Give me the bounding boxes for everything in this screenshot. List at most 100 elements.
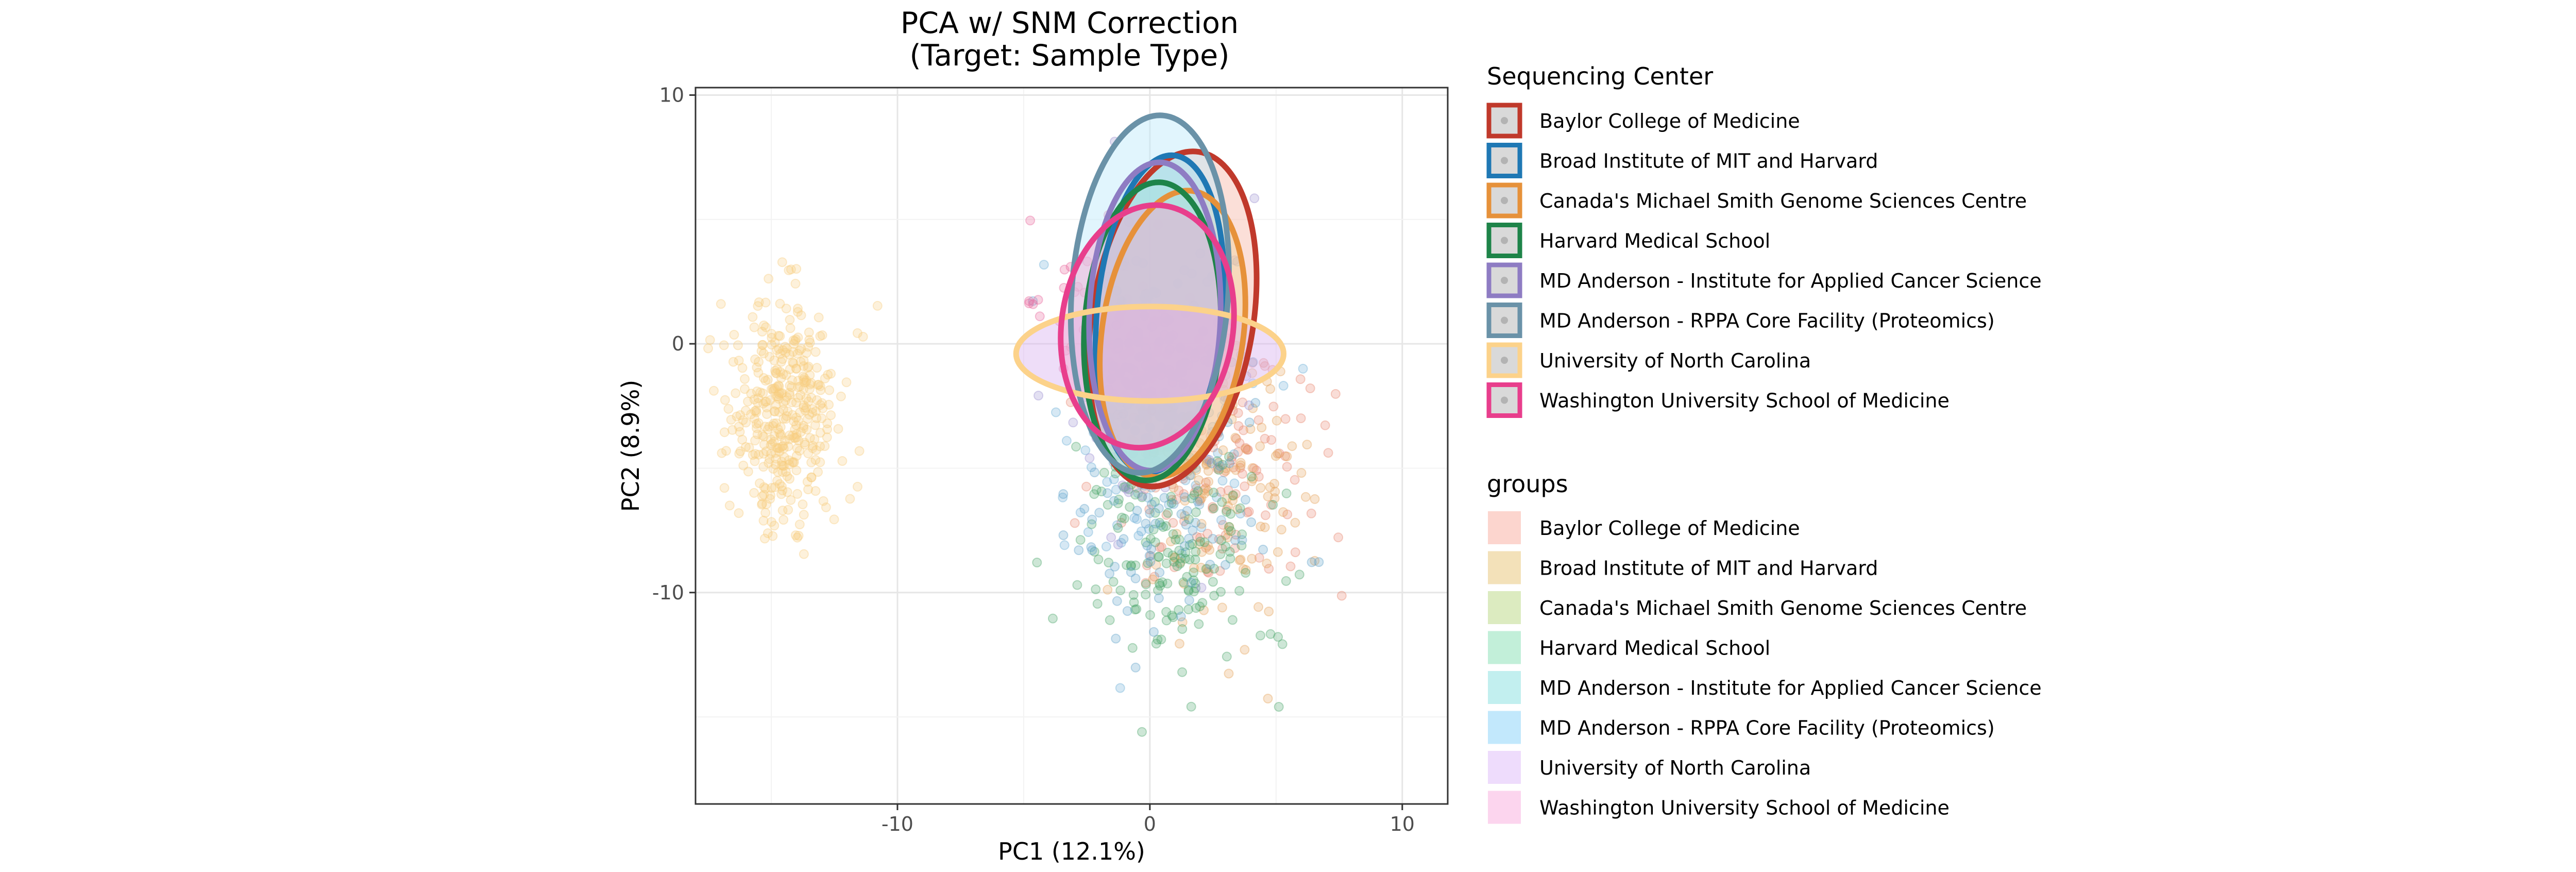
data-point (778, 398, 788, 408)
data-point (1273, 632, 1283, 642)
data-point (778, 369, 788, 379)
data-point (1225, 547, 1235, 557)
data-point (771, 368, 781, 378)
data-point (741, 417, 751, 428)
data-point (810, 347, 821, 357)
data-point (1260, 433, 1270, 444)
data-point (1182, 572, 1192, 582)
data-point (809, 434, 820, 444)
data-point (1122, 560, 1132, 570)
data-point (761, 322, 771, 332)
legend-label: MD Anderson - Institute for Applied Canc… (1539, 677, 2042, 699)
data-point (1143, 351, 1153, 361)
data-point (1138, 258, 1148, 269)
data-point (801, 348, 811, 358)
data-point (1155, 542, 1165, 552)
data-point (759, 533, 770, 544)
data-point (1236, 541, 1247, 551)
data-point (806, 378, 817, 388)
data-point (764, 274, 774, 284)
data-point (775, 479, 785, 489)
data-point (799, 403, 809, 413)
data-point (1231, 489, 1241, 499)
data-point (1254, 552, 1264, 563)
data-point (822, 418, 833, 428)
data-point (740, 374, 750, 384)
legend-point (1501, 277, 1508, 284)
data-point (1145, 557, 1156, 567)
data-point (705, 335, 715, 345)
data-point (1168, 529, 1178, 539)
data-point (1177, 617, 1188, 627)
legend-key (1486, 382, 1522, 418)
data-point (775, 422, 786, 432)
data-point (778, 345, 788, 355)
data-point (1143, 493, 1153, 503)
data-point (1154, 337, 1164, 347)
data-point (1144, 551, 1155, 561)
ellipse-fill (1089, 162, 1221, 471)
data-point (1130, 560, 1141, 571)
ellipse-outline (1086, 148, 1260, 490)
data-point (1199, 489, 1210, 499)
data-point (1164, 499, 1174, 510)
data-point (1160, 313, 1171, 323)
data-point (777, 460, 787, 471)
data-point (1139, 293, 1149, 303)
y-axis: 10 0 -10 (652, 83, 696, 604)
data-point (1125, 502, 1135, 512)
data-point (1124, 487, 1134, 497)
data-point (1191, 603, 1201, 613)
data-point (1232, 504, 1243, 514)
data-point (1174, 605, 1184, 615)
data-point (1263, 694, 1273, 703)
data-point (801, 377, 811, 388)
data-point (774, 394, 784, 404)
data-point (795, 357, 806, 367)
data-point (815, 381, 825, 391)
data-point (1280, 451, 1291, 461)
data-point (1205, 545, 1215, 555)
data-point (1182, 412, 1193, 423)
data-point (853, 481, 862, 492)
data-point (1161, 615, 1172, 626)
data-point (793, 393, 803, 403)
data-point (757, 327, 767, 337)
data-point (790, 530, 801, 541)
data-point (781, 370, 791, 380)
data-point (1264, 564, 1274, 574)
data-point (785, 323, 795, 333)
data-point (1235, 555, 1246, 565)
data-point (1209, 488, 1219, 498)
data-point (803, 414, 813, 424)
data-point (798, 499, 808, 510)
data-point (1214, 458, 1224, 468)
data-point (1110, 562, 1120, 572)
data-point (1114, 312, 1124, 323)
data-point (777, 441, 787, 451)
y-tick-label: 10 (659, 83, 684, 106)
data-point (1179, 516, 1189, 526)
data-point (1146, 386, 1157, 396)
data-point (1113, 338, 1124, 348)
data-point (801, 403, 811, 413)
data-point (1138, 281, 1148, 292)
data-point (1230, 432, 1241, 443)
data-point (1102, 477, 1112, 487)
data-point (771, 368, 782, 379)
data-point (1079, 504, 1090, 514)
data-point (1215, 487, 1226, 497)
data-point (1059, 540, 1070, 550)
data-point (1208, 534, 1218, 544)
data-point (829, 514, 839, 525)
data-point (1159, 429, 1169, 439)
data-point (803, 448, 814, 459)
data-point (778, 405, 788, 415)
data-point (1168, 330, 1178, 341)
legend-key (1486, 103, 1522, 139)
data-point (782, 392, 792, 402)
data-point (758, 373, 769, 383)
data-point (1175, 343, 1185, 354)
data-point (799, 400, 809, 410)
data-point (785, 380, 795, 391)
